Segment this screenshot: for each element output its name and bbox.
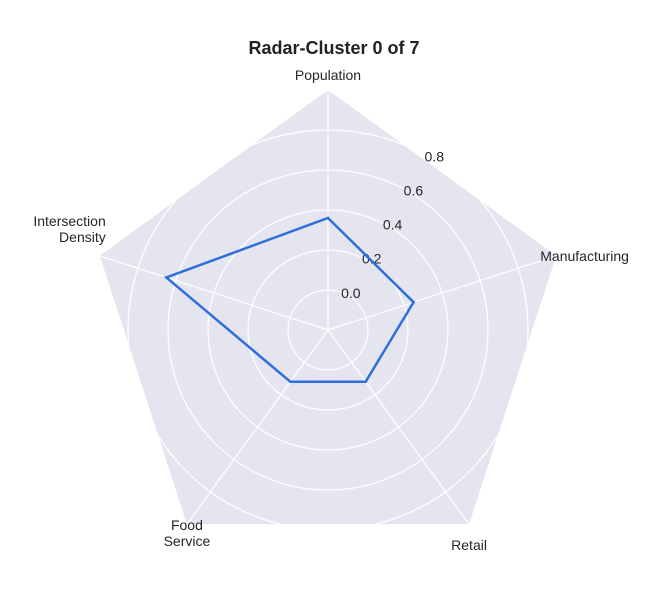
data-point [165,276,168,279]
axis-label-line: Intersection [33,213,105,229]
data-point [412,300,415,304]
r-tick-label: 0.4 [383,217,403,233]
series-line [163,216,416,384]
axis-label-line: Food [171,517,203,533]
axis-label: Retail [451,537,487,553]
axis-spoke [327,255,557,331]
axis-spoke [186,329,329,525]
axis-label: Population [295,67,361,83]
axis-label-line: Retail [451,537,487,553]
axis-label-line: Service [164,533,211,549]
data-point [289,380,292,383]
axis-label: Manufacturing [540,248,629,264]
data-point [364,380,367,383]
axis-label: Intersection Density [33,213,105,245]
axis-spoke [99,255,329,331]
axis-spoke [327,329,470,525]
axis-label: Food Service [164,517,211,549]
r-tick-label: 0.0 [341,285,361,301]
r-tick-label: 0.8 [425,148,445,164]
axis-label-line: Density [59,229,106,245]
axis-label-line: Manufacturing [540,248,629,264]
r-tick-label: 0.6 [404,182,424,198]
axis-label-line: Population [295,67,361,83]
chart-title: Radar-Cluster 0 of 7 [248,38,420,58]
data-point [326,216,330,220]
